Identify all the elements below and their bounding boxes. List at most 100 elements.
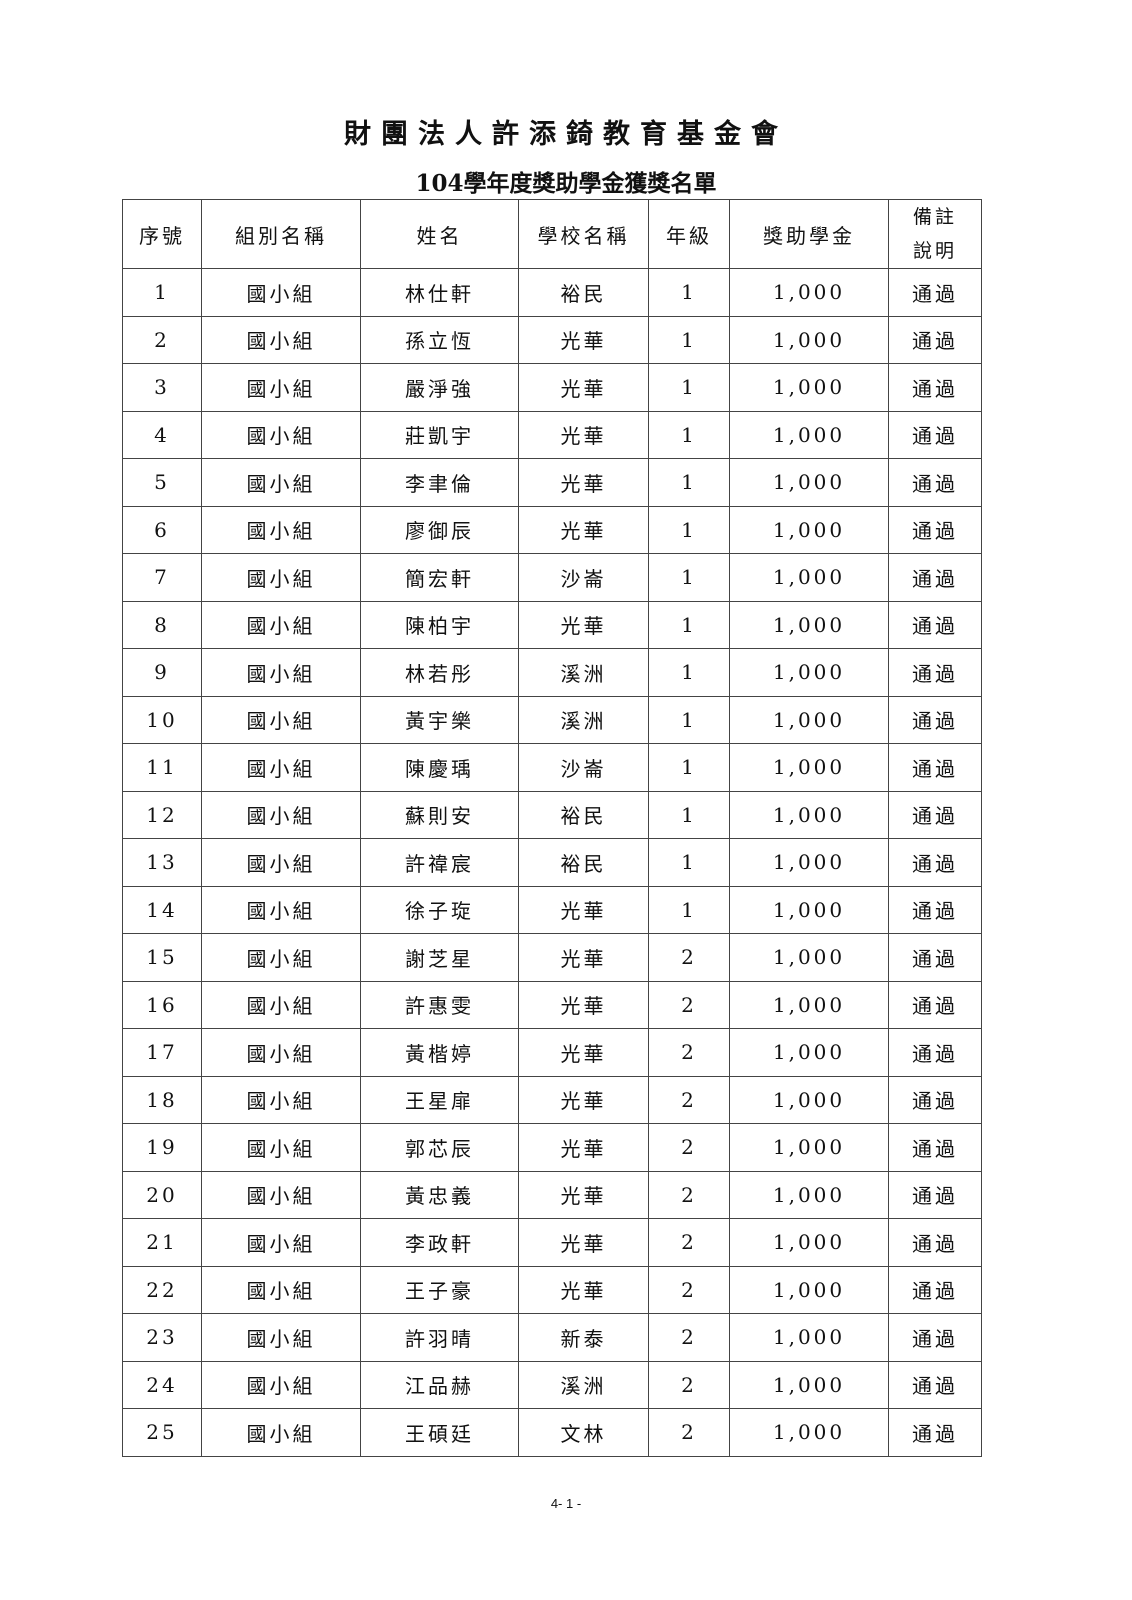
cell-serial: 1 — [122, 268, 202, 317]
cell-name: 廖御辰 — [360, 505, 519, 554]
cell-grade: 1 — [648, 885, 730, 934]
cell-remark: 通過 — [888, 980, 982, 1029]
cell-amount: 1,000 — [729, 1028, 889, 1077]
cell-grade: 1 — [648, 268, 730, 317]
cell-remark: 通過 — [888, 1170, 982, 1219]
header-group: 組別名稱 — [201, 199, 361, 269]
cell-group: 國小組 — [201, 1170, 361, 1219]
cell-school: 光華 — [518, 505, 649, 554]
cell-serial: 22 — [122, 1265, 202, 1314]
cell-grade: 1 — [648, 458, 730, 507]
cell-school: 光華 — [518, 600, 649, 649]
cell-school: 光華 — [518, 933, 649, 982]
cell-amount: 1,000 — [729, 1123, 889, 1172]
table-row: 2 國小組 孫立恆 光華 1 1,000 通過 — [122, 315, 982, 364]
cell-group: 國小組 — [201, 838, 361, 887]
cell-name: 王碩廷 — [360, 1408, 519, 1457]
cell-serial: 7 — [122, 553, 202, 602]
cell-school: 光華 — [518, 458, 649, 507]
table-row: 16 國小組 許惠雯 光華 2 1,000 通過 — [122, 980, 982, 1029]
cell-grade: 1 — [648, 695, 730, 744]
cell-grade: 2 — [648, 1028, 730, 1077]
cell-group: 國小組 — [201, 315, 361, 364]
cell-grade: 1 — [648, 600, 730, 649]
cell-name: 郭芯辰 — [360, 1123, 519, 1172]
cell-remark: 通過 — [888, 885, 982, 934]
cell-remark: 通過 — [888, 268, 982, 317]
table-row: 13 國小組 許禕宸 裕民 1 1,000 通過 — [122, 838, 982, 887]
cell-group: 國小組 — [201, 1218, 361, 1267]
cell-serial: 14 — [122, 885, 202, 934]
cell-remark: 通過 — [888, 695, 982, 744]
cell-school: 光華 — [518, 410, 649, 459]
cell-school: 沙崙 — [518, 553, 649, 602]
cell-group: 國小組 — [201, 1408, 361, 1457]
cell-remark: 通過 — [888, 600, 982, 649]
cell-school: 光華 — [518, 1075, 649, 1124]
cell-group: 國小組 — [201, 1028, 361, 1077]
cell-remark: 通過 — [888, 553, 982, 602]
cell-remark: 通過 — [888, 458, 982, 507]
table-row: 19 國小組 郭芯辰 光華 2 1,000 通過 — [122, 1123, 982, 1172]
cell-serial: 8 — [122, 600, 202, 649]
cell-school: 裕民 — [518, 838, 649, 887]
cell-remark: 通過 — [888, 1265, 982, 1314]
cell-school: 光華 — [518, 1028, 649, 1077]
cell-group: 國小組 — [201, 600, 361, 649]
table-row: 9 國小組 林若彤 溪洲 1 1,000 通過 — [122, 648, 982, 697]
table-row: 12 國小組 蘇則安 裕民 1 1,000 通過 — [122, 790, 982, 839]
cell-grade: 2 — [648, 1313, 730, 1362]
cell-remark: 通過 — [888, 933, 982, 982]
cell-name: 徐子琁 — [360, 885, 519, 934]
cell-serial: 16 — [122, 980, 202, 1029]
cell-group: 國小組 — [201, 1360, 361, 1409]
cell-school: 溪洲 — [518, 695, 649, 744]
cell-grade: 1 — [648, 838, 730, 887]
cell-remark: 通過 — [888, 1218, 982, 1267]
cell-amount: 1,000 — [729, 980, 889, 1029]
cell-amount: 1,000 — [729, 410, 889, 459]
cell-serial: 25 — [122, 1408, 202, 1457]
cell-school: 光華 — [518, 1123, 649, 1172]
cell-grade: 1 — [648, 553, 730, 602]
cell-name: 陳慶瑀 — [360, 743, 519, 792]
cell-grade: 2 — [648, 1265, 730, 1314]
cell-amount: 1,000 — [729, 1265, 889, 1314]
cell-serial: 19 — [122, 1123, 202, 1172]
table-row: 8 國小組 陳柏宇 光華 1 1,000 通過 — [122, 600, 982, 649]
cell-amount: 1,000 — [729, 933, 889, 982]
table-row: 7 國小組 簡宏軒 沙崙 1 1,000 通過 — [122, 553, 982, 602]
cell-group: 國小組 — [201, 790, 361, 839]
cell-serial: 5 — [122, 458, 202, 507]
table-row: 20 國小組 黃忠義 光華 2 1,000 通過 — [122, 1170, 982, 1219]
cell-group: 國小組 — [201, 553, 361, 602]
header-name: 姓名 — [360, 199, 519, 269]
table-row: 10 國小組 黃宇樂 溪洲 1 1,000 通過 — [122, 695, 982, 744]
cell-grade: 2 — [648, 980, 730, 1029]
table-row: 1 國小組 林仕軒 裕民 1 1,000 通過 — [122, 268, 982, 317]
cell-amount: 1,000 — [729, 363, 889, 412]
cell-amount: 1,000 — [729, 743, 889, 792]
cell-school: 裕民 — [518, 790, 649, 839]
cell-group: 國小組 — [201, 933, 361, 982]
cell-remark: 通過 — [888, 790, 982, 839]
cell-amount: 1,000 — [729, 1408, 889, 1457]
cell-remark: 通過 — [888, 363, 982, 412]
cell-group: 國小組 — [201, 458, 361, 507]
table-row: 4 國小組 莊凱宇 光華 1 1,000 通過 — [122, 410, 982, 459]
cell-remark: 通過 — [888, 1075, 982, 1124]
header-school: 學校名稱 — [518, 199, 649, 269]
cell-serial: 9 — [122, 648, 202, 697]
cell-grade: 1 — [648, 410, 730, 459]
cell-grade: 2 — [648, 933, 730, 982]
cell-amount: 1,000 — [729, 648, 889, 697]
cell-amount: 1,000 — [729, 600, 889, 649]
award-list-table: 序號 組別名稱 姓名 學校名稱 年級 獎助學金 備註說明 1 國小組 林仕軒 裕民 1 1,000 通過… — [122, 199, 982, 1457]
cell-amount: 1,000 — [729, 885, 889, 934]
header-remark: 備註說明 — [888, 199, 982, 269]
cell-serial: 24 — [122, 1360, 202, 1409]
cell-group: 國小組 — [201, 268, 361, 317]
cell-remark: 通過 — [888, 648, 982, 697]
cell-grade: 1 — [648, 790, 730, 839]
cell-name: 林若彤 — [360, 648, 519, 697]
